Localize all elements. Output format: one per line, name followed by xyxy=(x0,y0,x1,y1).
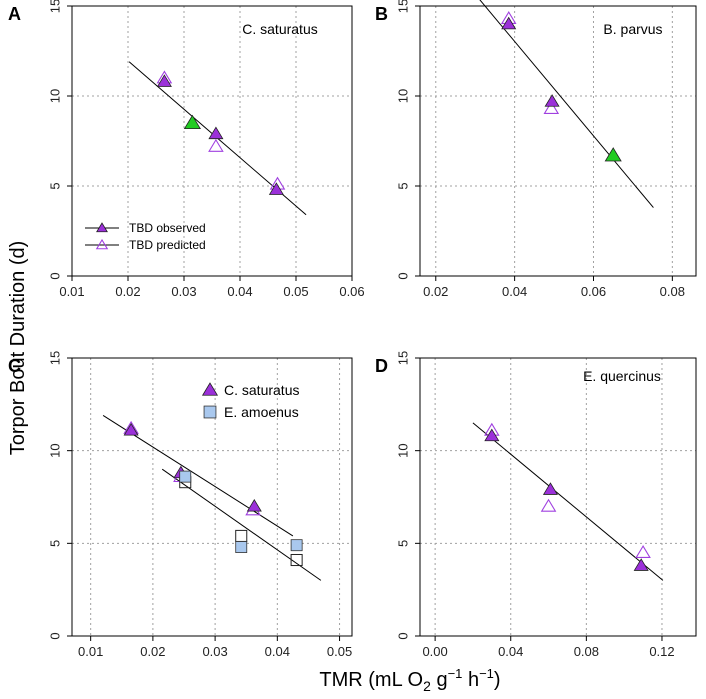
y-tick-label: 0 xyxy=(395,632,410,639)
regression-line xyxy=(472,422,664,581)
data-point xyxy=(179,470,192,483)
x-axis-title-mid1: g xyxy=(431,669,448,691)
legend-label: TBD predicted xyxy=(129,238,206,252)
y-tick-label: 0 xyxy=(47,272,62,279)
data-point xyxy=(183,114,201,130)
legend: TBD observed TBD predicted xyxy=(85,221,206,252)
x-axis-title-superscript-2: −1 xyxy=(479,666,494,681)
data-point xyxy=(604,147,622,162)
x-tick-label: 0.02 xyxy=(423,284,448,299)
x-axis-title: TMR (mL O2 g−1 h−1) xyxy=(319,666,500,694)
x-tick-label: 0.00 xyxy=(422,644,447,659)
y-tick-label: 15 xyxy=(395,0,410,13)
data-point xyxy=(156,74,172,87)
data-point xyxy=(235,541,248,553)
x-tick-label: 0.05 xyxy=(327,644,352,659)
x-tick-label: 0.04 xyxy=(498,644,523,659)
x-tick-label: 0.03 xyxy=(171,284,196,299)
data-point xyxy=(208,126,224,140)
panel-letter: C xyxy=(8,356,21,376)
x-tick-label: 0.02 xyxy=(140,644,165,659)
data-point xyxy=(635,545,651,559)
data-point xyxy=(544,94,560,107)
plot-frame xyxy=(71,5,353,277)
y-tick-label: 0 xyxy=(395,272,410,279)
panel-letter: B xyxy=(375,4,388,24)
panel-title: C. saturatus xyxy=(242,21,317,37)
legend-label: C. saturatus xyxy=(224,382,299,398)
panel-title: B. parvus xyxy=(603,21,662,37)
data-point xyxy=(542,482,558,495)
plot-frame xyxy=(419,357,697,637)
x-tick-label: 0.12 xyxy=(649,644,674,659)
x-tick-label: 0.01 xyxy=(78,644,103,659)
plot-frame xyxy=(419,5,697,277)
panel-title: E. quercinus xyxy=(583,368,661,384)
data-point xyxy=(208,138,224,152)
legend-label: TBD observed xyxy=(129,221,206,235)
x-tick-label: 0.01 xyxy=(59,284,84,299)
y-tick-label: 5 xyxy=(395,182,410,189)
panel-a: 0.01 0.02 0.03 0.04 0.05 0.06 0 5 10 15 A C. satura… xyxy=(8,0,365,299)
data-point xyxy=(268,182,284,195)
x-tick-label: 0.03 xyxy=(202,644,227,659)
x-tick-label: 0.08 xyxy=(660,284,685,299)
regression-line xyxy=(161,468,322,581)
y-tick-label: 0 xyxy=(47,632,62,639)
x-tick-label: 0.04 xyxy=(227,284,252,299)
data-point xyxy=(484,428,500,442)
data-point xyxy=(246,498,262,512)
legend-marker xyxy=(96,222,108,233)
panel-letter: A xyxy=(8,4,21,24)
y-tick-label: 15 xyxy=(395,351,410,365)
x-tick-label: 0.02 xyxy=(115,284,140,299)
x-tick-label: 0.06 xyxy=(339,284,364,299)
data-point xyxy=(501,16,517,30)
x-tick-label: 0.05 xyxy=(283,284,308,299)
x-axis-title-subscript: 2 xyxy=(423,678,431,694)
legend: C. saturatus E. amoenus xyxy=(201,382,299,420)
data-point xyxy=(235,529,248,542)
y-tick-label: 15 xyxy=(47,0,62,13)
panel-c: 0.01 0.02 0.03 0.04 0.05 0 5 10 15 C C. saturatus E… xyxy=(8,351,353,659)
y-tick-label: 5 xyxy=(395,540,410,547)
x-axis-title-prefix: TMR (mL O xyxy=(319,669,423,691)
y-tick-label: 10 xyxy=(395,89,410,103)
panel-d: 0.00 0.04 0.08 0.12 0 5 10 15 D E. quercinus xyxy=(375,351,697,659)
data-point xyxy=(543,101,560,115)
y-tick-label: 10 xyxy=(395,443,410,457)
x-tick-label: 0.08 xyxy=(574,644,599,659)
data-point xyxy=(540,498,557,512)
legend-label: E. amoenus xyxy=(224,404,299,420)
data-point xyxy=(290,553,303,567)
y-tick-label: 5 xyxy=(47,540,62,547)
y-tick-label: 15 xyxy=(47,351,62,365)
y-tick-label: 10 xyxy=(47,89,62,103)
panel-letter: D xyxy=(375,356,388,376)
y-tick-label: 10 xyxy=(47,443,62,457)
x-axis-title-superscript-1: −1 xyxy=(448,666,463,681)
regression-line xyxy=(479,0,654,208)
data-point xyxy=(633,558,649,571)
legend-marker xyxy=(203,405,217,419)
x-tick-label: 0.04 xyxy=(265,644,290,659)
panel-b: 0.02 0.04 0.06 0.08 0 5 10 15 B B. parvus xyxy=(375,0,697,299)
y-axis-title: Torpor Bout Duration (d) xyxy=(7,241,29,456)
x-axis-title-suffix: ) xyxy=(494,669,501,691)
data-point xyxy=(290,539,303,552)
legend-marker xyxy=(201,382,219,396)
x-tick-label: 0.06 xyxy=(581,284,606,299)
x-axis-title-mid2: h xyxy=(462,669,479,691)
legend-marker xyxy=(95,238,109,250)
data-point xyxy=(123,423,139,436)
x-tick-label: 0.04 xyxy=(502,284,527,299)
plot-frame xyxy=(71,357,353,637)
y-tick-label: 5 xyxy=(47,182,62,189)
